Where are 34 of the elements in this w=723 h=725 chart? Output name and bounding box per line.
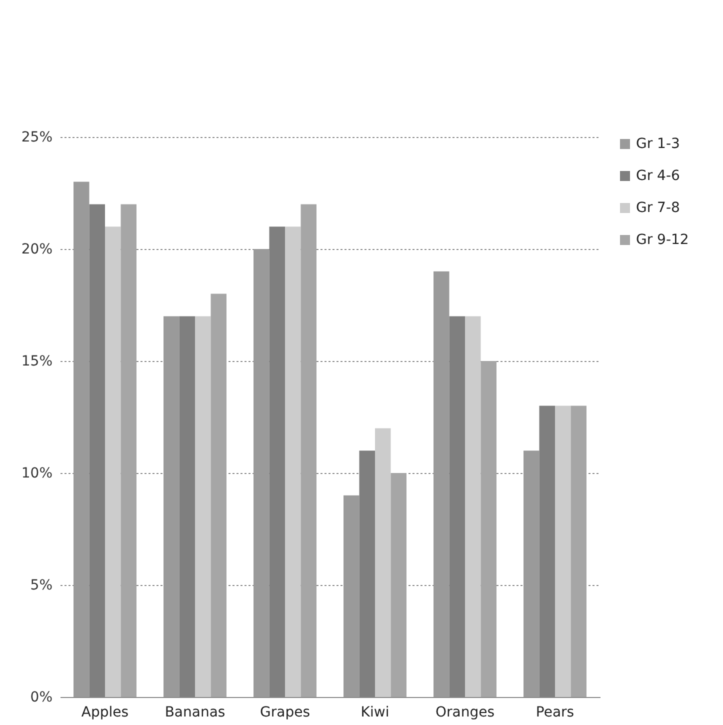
bar [195, 316, 211, 697]
bar [74, 182, 90, 697]
legend-label: Gr 4-6 [636, 168, 680, 184]
bar [465, 316, 481, 697]
bar [164, 316, 180, 697]
x-tick-label: Oranges [435, 704, 495, 720]
y-tick-label: 15% [21, 354, 52, 370]
legend-label: Gr 1-3 [636, 136, 680, 152]
y-tick-label: 5% [30, 578, 52, 594]
bar [285, 226, 301, 697]
bar [480, 361, 496, 697]
x-tick-label: Grapes [260, 704, 310, 720]
x-tick-label: Bananas [164, 704, 226, 720]
y-tick-label: 25% [21, 130, 52, 146]
bar [344, 495, 360, 697]
y-tick-label: 10% [21, 466, 52, 482]
bar [120, 204, 136, 697]
bar [300, 204, 316, 697]
bar [524, 450, 540, 697]
legend-label: Gr 7-8 [636, 200, 680, 216]
x-tick-label: Kiwi [360, 704, 390, 720]
x-tick-label: Pears [536, 704, 574, 720]
x-tick-label: Apples [81, 704, 129, 720]
bar [434, 271, 450, 697]
bar [555, 406, 571, 697]
bar [254, 249, 270, 697]
bar [570, 406, 586, 697]
bar [210, 294, 226, 697]
y-tick-label: 0% [30, 690, 52, 706]
bar [105, 226, 121, 697]
y-tick-label: 20% [21, 242, 52, 258]
bar [390, 473, 406, 697]
bar [375, 428, 391, 697]
legend-label: Gr 9-12 [636, 232, 689, 248]
